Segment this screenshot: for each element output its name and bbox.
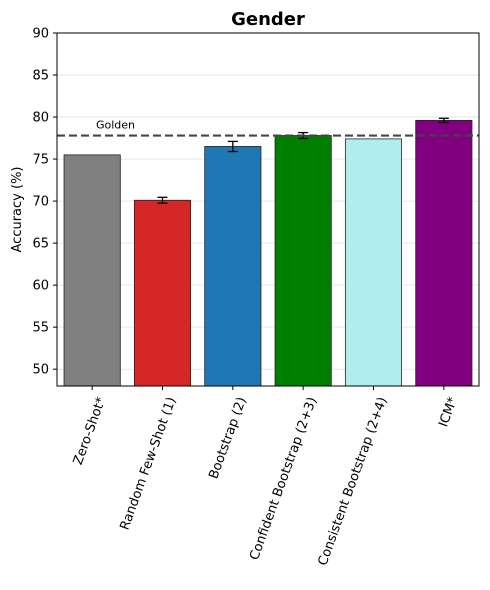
bar [274, 135, 332, 387]
chart-title: Gender [231, 9, 305, 30]
y-axis-ticks: 50 55 60 65 70 75 80 85 90 [32, 27, 57, 378]
x-tick-label: Consistent Bootstrap (2+4) [316, 395, 391, 567]
bar [344, 138, 403, 387]
x-tick-label: Random Few-Shot (1) [117, 395, 179, 532]
y-tick-label: 75 [32, 153, 49, 168]
bars [63, 120, 473, 387]
y-tick-label: 90 [32, 27, 49, 42]
y-tick-label: 60 [32, 279, 49, 294]
golden-reference-label: Golden [96, 119, 135, 132]
x-tick-label: ICM* [436, 395, 461, 429]
y-tick-label: 80 [32, 111, 49, 126]
x-tick-label: Confident Bootstrap (2+3) [247, 395, 320, 562]
y-axis-label: Accuracy (%) [10, 167, 25, 253]
y-tick-label: 50 [32, 363, 49, 378]
y-tick-label: 55 [32, 321, 49, 336]
x-tick-label: Bootstrap (2) [206, 395, 249, 481]
plot-frame [56, 32, 480, 387]
y-tick-label: 85 [32, 69, 49, 84]
x-axis-ticks: Zero-Shot* Random Few-Shot (1) Bootstrap (… [71, 386, 461, 568]
bar [63, 154, 121, 387]
y-tick-label: 70 [32, 195, 49, 210]
error-bars [157, 117, 449, 204]
bar [133, 199, 192, 387]
bar [415, 120, 473, 387]
bar [204, 146, 262, 387]
y-tick-label: 65 [32, 237, 49, 252]
x-tick-label: Zero-Shot* [71, 395, 110, 467]
